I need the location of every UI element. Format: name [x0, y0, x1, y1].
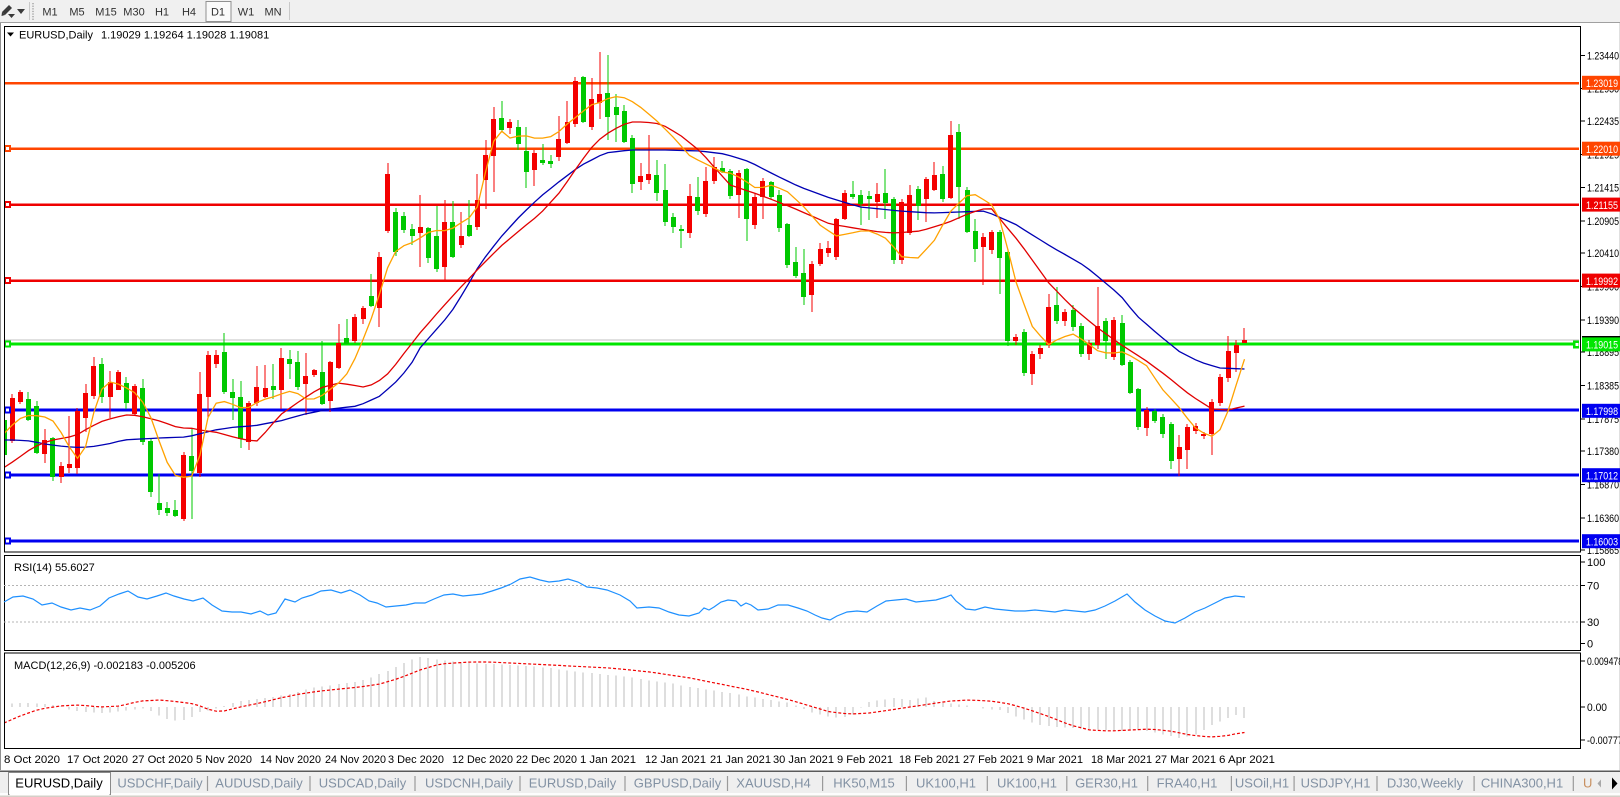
- svg-text:1.17380: 1.17380: [1587, 446, 1619, 458]
- svg-text:M30: M30: [123, 7, 144, 19]
- svg-text:9 Mar 2021: 9 Mar 2021: [1027, 754, 1083, 766]
- svg-text:USDJPY,H1: USDJPY,H1: [1301, 776, 1371, 791]
- svg-text:EURUSD,Daily: EURUSD,Daily: [529, 776, 617, 791]
- svg-text:3 Dec 2020: 3 Dec 2020: [388, 754, 444, 766]
- svg-text:21 Jan 2021: 21 Jan 2021: [710, 754, 771, 766]
- svg-text:USDCHF,Daily: USDCHF,Daily: [117, 776, 203, 791]
- svg-text:1.23019: 1.23019: [1586, 78, 1618, 90]
- svg-text:-0.00777: -0.00777: [1587, 735, 1620, 747]
- svg-text:1.16870: 1.16870: [1587, 480, 1619, 492]
- svg-text:8 Oct 2020: 8 Oct 2020: [4, 754, 60, 766]
- svg-text:100: 100: [1587, 557, 1605, 569]
- svg-text:W1: W1: [238, 7, 255, 19]
- svg-text:GER30,H1: GER30,H1: [1075, 776, 1138, 791]
- svg-text:GBPUSD,Daily: GBPUSD,Daily: [634, 776, 722, 791]
- svg-text:6 Apr 2021: 6 Apr 2021: [1219, 754, 1275, 766]
- svg-text:1.18385: 1.18385: [1587, 381, 1619, 393]
- svg-text:27 Mar 2021: 27 Mar 2021: [1155, 754, 1216, 766]
- svg-text:XAUUSD,H4: XAUUSD,H4: [736, 776, 810, 791]
- svg-text:18 Feb 2021: 18 Feb 2021: [899, 754, 960, 766]
- svg-text:DJ30,Weekly: DJ30,Weekly: [1387, 776, 1464, 791]
- svg-text:5 Nov 2020: 5 Nov 2020: [196, 754, 252, 766]
- svg-text:D1: D1: [211, 7, 225, 19]
- svg-text:12 Jan 2021: 12 Jan 2021: [645, 754, 706, 766]
- svg-text:EURUSD,Daily: EURUSD,Daily: [15, 776, 103, 791]
- svg-text:U: U: [1583, 776, 1592, 791]
- svg-text:1.19390: 1.19390: [1587, 315, 1619, 327]
- svg-text:24 Nov 2020: 24 Nov 2020: [325, 754, 386, 766]
- svg-text:12 Dec 2020: 12 Dec 2020: [452, 754, 513, 766]
- svg-text:1.16003: 1.16003: [1586, 536, 1618, 548]
- svg-text:1.21155: 1.21155: [1586, 200, 1618, 212]
- svg-text:9 Feb 2021: 9 Feb 2021: [837, 754, 893, 766]
- svg-text:1.22010: 1.22010: [1586, 144, 1618, 156]
- svg-text:1.20410: 1.20410: [1587, 248, 1619, 260]
- svg-text:17 Oct 2020: 17 Oct 2020: [67, 754, 128, 766]
- svg-text:USDCAD,Daily: USDCAD,Daily: [319, 776, 407, 791]
- svg-text:CHINA300,H1: CHINA300,H1: [1481, 776, 1563, 791]
- svg-text:USOil,H1: USOil,H1: [1235, 776, 1289, 791]
- svg-text:0.009478: 0.009478: [1587, 656, 1620, 668]
- svg-text:EURUSD,Daily: EURUSD,Daily: [19, 30, 93, 42]
- svg-text:1.17012: 1.17012: [1586, 470, 1618, 482]
- svg-text:RSI(14) 55.6027: RSI(14) 55.6027: [14, 562, 95, 574]
- svg-text:MACD(12,26,9) -0.002183 -0.005: MACD(12,26,9) -0.002183 -0.005206: [14, 660, 196, 672]
- svg-text:0: 0: [1587, 639, 1593, 651]
- svg-text:UK100,H1: UK100,H1: [916, 776, 976, 791]
- svg-text:1 Jan 2021: 1 Jan 2021: [580, 754, 636, 766]
- svg-text:27 Oct 2020: 27 Oct 2020: [132, 754, 193, 766]
- svg-text:M1: M1: [42, 7, 57, 19]
- svg-text:FRA40,H1: FRA40,H1: [1157, 776, 1218, 791]
- svg-text:HK50,M15: HK50,M15: [833, 776, 894, 791]
- svg-text:22 Dec 2020: 22 Dec 2020: [516, 754, 577, 766]
- svg-text:1.19992: 1.19992: [1586, 276, 1618, 288]
- svg-text:27 Feb 2021: 27 Feb 2021: [963, 754, 1024, 766]
- svg-text:1.19015: 1.19015: [1586, 340, 1618, 352]
- svg-text:0.00: 0.00: [1587, 702, 1607, 714]
- svg-text:1.19029 1.19264 1.19028 1.1908: 1.19029 1.19264 1.19028 1.19081: [101, 30, 269, 42]
- svg-text:30 Jan 2021: 30 Jan 2021: [773, 754, 834, 766]
- svg-text:1.23440: 1.23440: [1587, 50, 1619, 62]
- svg-text:UK100,H1: UK100,H1: [997, 776, 1057, 791]
- svg-text:1.22435: 1.22435: [1587, 116, 1619, 128]
- svg-text:MN: MN: [264, 7, 281, 19]
- svg-text:M15: M15: [95, 7, 116, 19]
- svg-text:M5: M5: [69, 7, 84, 19]
- svg-text:1.17998: 1.17998: [1586, 406, 1618, 418]
- svg-text:H4: H4: [182, 7, 196, 19]
- svg-text:1.16360: 1.16360: [1587, 513, 1619, 525]
- svg-text:AUDUSD,Daily: AUDUSD,Daily: [215, 776, 303, 791]
- svg-text:30: 30: [1587, 617, 1599, 629]
- svg-text:H1: H1: [155, 7, 169, 19]
- svg-text:14 Nov 2020: 14 Nov 2020: [260, 754, 321, 766]
- svg-text:1.21415: 1.21415: [1587, 183, 1619, 195]
- svg-text:70: 70: [1587, 581, 1599, 593]
- svg-text:USDCNH,Daily: USDCNH,Daily: [425, 776, 514, 791]
- svg-text:1.20905: 1.20905: [1587, 216, 1619, 228]
- svg-text:18 Mar 2021: 18 Mar 2021: [1091, 754, 1152, 766]
